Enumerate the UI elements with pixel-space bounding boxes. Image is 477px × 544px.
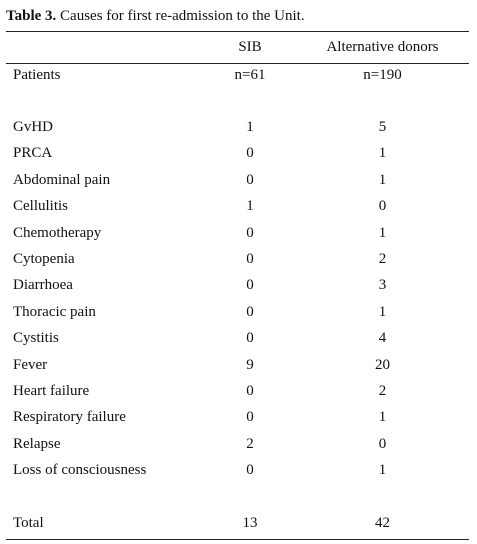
row-alt-count: 1 bbox=[378, 145, 387, 161]
row-alt-count: 4 bbox=[378, 330, 387, 346]
row-alt-count: 2 bbox=[378, 383, 387, 399]
row-label: PRCA bbox=[13, 145, 53, 161]
row-label: Loss of consciousness bbox=[13, 462, 147, 478]
row-label: Chemotherapy bbox=[13, 225, 102, 241]
row-label: Abdominal pain bbox=[13, 172, 111, 188]
column-header-sib: SIB bbox=[238, 39, 262, 55]
row-label: Thoracic pain bbox=[13, 304, 96, 320]
row-alt-count: 1 bbox=[378, 172, 387, 188]
row-sib-count: 9 bbox=[246, 357, 254, 373]
row-label: Cystitis bbox=[13, 330, 59, 346]
row-alt-count: 0 bbox=[378, 198, 387, 214]
row-alt-count: 20 bbox=[375, 357, 390, 373]
total-alt: 42 bbox=[375, 515, 390, 531]
row-alt-count: 1 bbox=[378, 462, 387, 478]
row-sib-count: 0 bbox=[246, 304, 254, 320]
row-sib-count: 0 bbox=[246, 462, 254, 478]
row-sib-count: 0 bbox=[246, 172, 254, 188]
total-sib: 13 bbox=[242, 515, 258, 531]
row-label: Relapse bbox=[13, 436, 61, 452]
row-sib-count: 1 bbox=[246, 119, 254, 135]
row-alt-count: 5 bbox=[378, 119, 387, 135]
row-sib-count: 0 bbox=[246, 251, 254, 267]
row-label: Respiratory failure bbox=[13, 409, 126, 425]
row-sib-count: 2 bbox=[246, 436, 254, 452]
table-title: Causes for first re-admission to the Uni… bbox=[56, 8, 305, 24]
column-header-alternative-donors: Alternative donors bbox=[326, 39, 439, 55]
row-alt-count: 1 bbox=[378, 304, 387, 320]
row-sib-count: 0 bbox=[246, 225, 254, 241]
row-label: Fever bbox=[13, 357, 48, 373]
patients-label: Patients bbox=[13, 67, 61, 83]
table-bottom-rule bbox=[6, 539, 469, 540]
row-alt-count: 0 bbox=[378, 436, 387, 452]
row-alt-count: 2 bbox=[378, 251, 387, 267]
row-label: Heart failure bbox=[13, 383, 90, 399]
row-sib-count: 0 bbox=[246, 330, 254, 346]
row-label: Diarrhoea bbox=[13, 277, 73, 293]
total-label: Total bbox=[13, 515, 44, 531]
patients-alt: n=190 bbox=[363, 67, 402, 83]
row-sib-count: 0 bbox=[246, 277, 254, 293]
row-alt-count: 1 bbox=[378, 225, 387, 241]
row-sib-count: 1 bbox=[246, 198, 254, 214]
row-sib-count: 0 bbox=[246, 145, 254, 161]
table-top-rule bbox=[6, 31, 469, 32]
table-number: Table 3. bbox=[6, 8, 57, 24]
patients-sib: n=61 bbox=[234, 67, 266, 83]
row-sib-count: 0 bbox=[246, 383, 254, 399]
row-sib-count: 0 bbox=[246, 409, 254, 425]
table-header-rule bbox=[6, 63, 469, 64]
table-caption: Table 3. Causes for first re-admission t… bbox=[6, 6, 305, 26]
row-label: GvHD bbox=[13, 119, 53, 135]
row-alt-count: 3 bbox=[378, 277, 387, 293]
row-alt-count: 1 bbox=[378, 409, 387, 425]
row-label: Cytopenia bbox=[13, 251, 75, 267]
row-label: Cellulitis bbox=[13, 198, 69, 214]
